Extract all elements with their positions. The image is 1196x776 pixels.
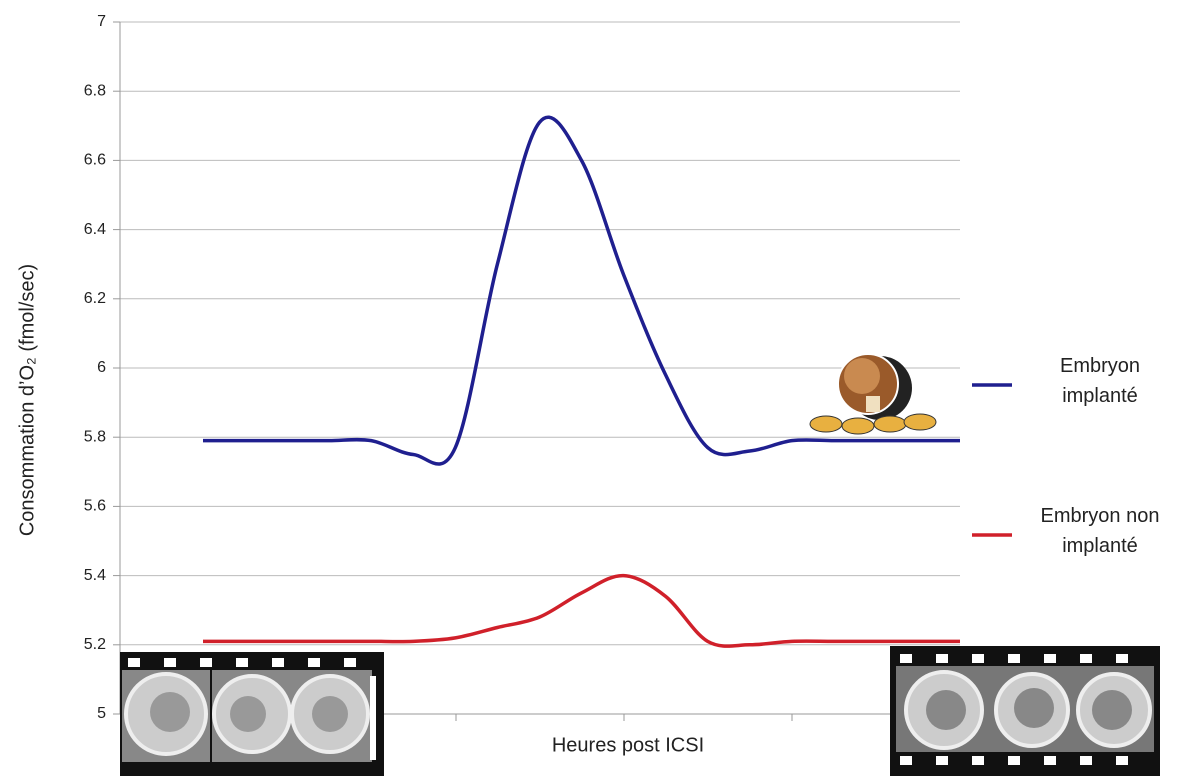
embryo-icon [809, 353, 937, 435]
y-tick-label: 5.8 [84, 428, 106, 445]
y-tick-label: 6.8 [84, 82, 106, 99]
series-line [203, 115, 960, 466]
series-line [203, 573, 960, 648]
legend-label: Embryon non implanté [1040, 505, 1160, 557]
y-tick-label: 5.2 [84, 636, 106, 653]
x-axis-label: Heures post ICSI [552, 734, 704, 756]
y-tick-label: 5.4 [84, 567, 106, 584]
legend-label: Embryon implanté [1059, 355, 1141, 407]
y-tick-label: 7 [97, 13, 106, 30]
y-tick-label: 6.2 [84, 290, 106, 307]
y-axis-label: Consommation d’O₂ (fmol/sec) [16, 264, 38, 536]
film-strip [890, 646, 1160, 776]
y-tick-label: 6 [97, 359, 106, 376]
y-tick-label: 6.6 [84, 152, 106, 169]
y-tick-label: 5 [97, 705, 106, 722]
y-tick-label: 6.4 [84, 221, 106, 238]
film-strip [120, 652, 384, 776]
y-tick-label: 5.6 [84, 498, 106, 515]
